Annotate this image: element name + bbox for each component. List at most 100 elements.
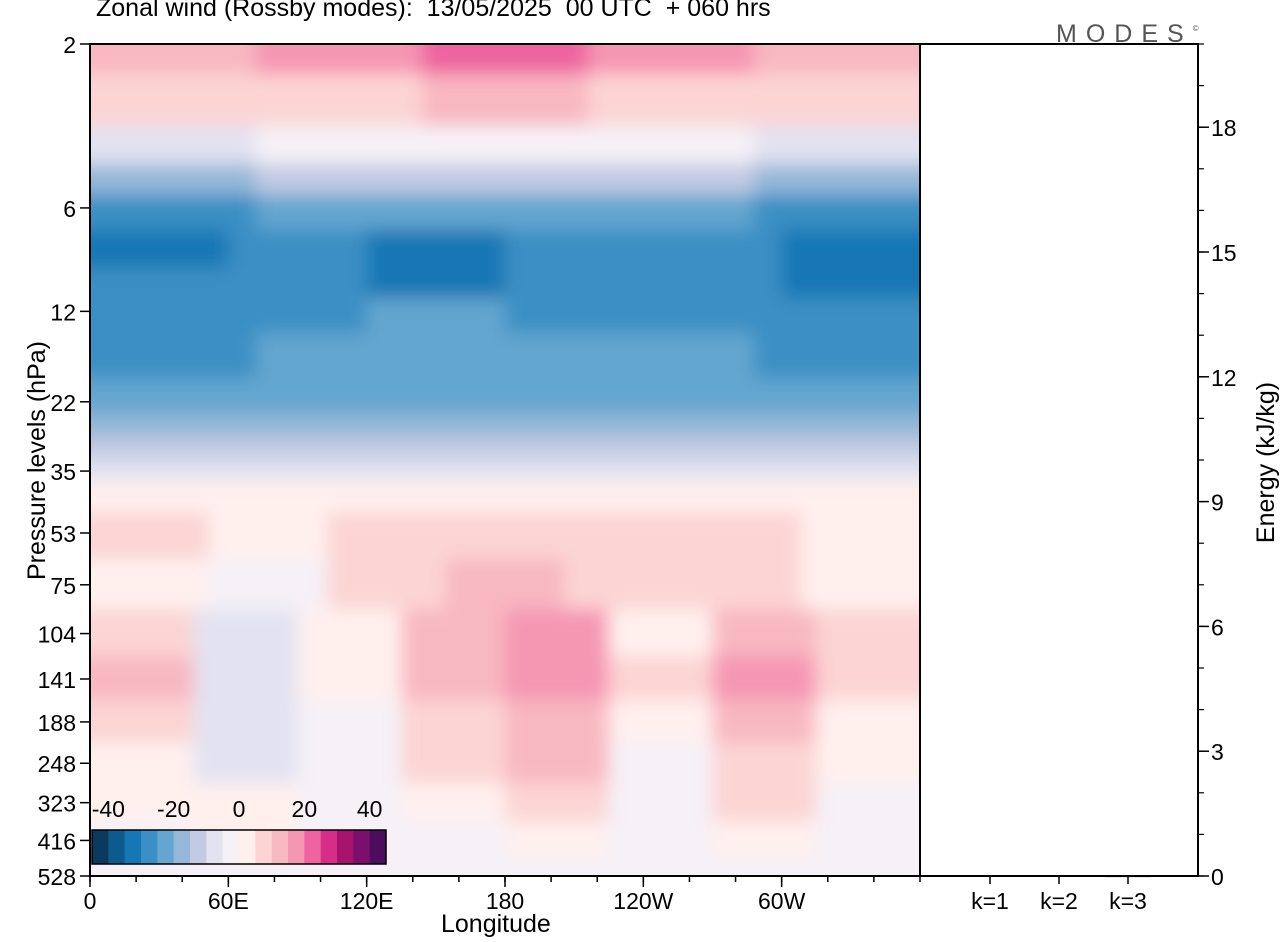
y-tick-label: 2: [63, 32, 76, 58]
logo-mark: ©: [1192, 24, 1199, 33]
x-tick-label: 60E: [208, 888, 249, 914]
heatmap-cell: [366, 297, 506, 334]
colorbar-swatch: [190, 830, 207, 864]
heatmap-cell: [505, 229, 644, 268]
y-tick-label: 53: [50, 521, 76, 547]
heatmap-cell: [256, 414, 423, 438]
heatmap-cell: [505, 700, 610, 744]
colorbar-label: 40: [357, 796, 383, 822]
colorbar-frame: [91, 829, 387, 865]
heatmap-cell: [643, 267, 783, 299]
y-tick-label: 6: [63, 196, 76, 222]
y-tick-label: 323: [38, 791, 76, 817]
heatmap-cell: [256, 378, 423, 415]
heatmap-cell: [90, 511, 210, 560]
longitude-axis: 0 60E 120E 180 120W 60W: [84, 876, 921, 914]
heatmap-cell: [588, 74, 755, 127]
x-tick-label: 60W: [758, 888, 806, 914]
chart-title: Zonal wind (Rossby modes): 13/05/2025 00…: [96, 0, 771, 22]
heatmap-cell: [297, 609, 402, 657]
heatmap-cell: [401, 656, 506, 701]
heatmap-cell: [208, 558, 328, 610]
heatmap-cell: [422, 414, 589, 438]
heatmap-cell: [588, 437, 755, 461]
colorbar-swatch: [353, 830, 370, 864]
heatmap-cell: [401, 609, 506, 657]
y-tick-label: 12: [50, 299, 76, 325]
heatmap-cell: [588, 125, 755, 165]
modes-logo: MODES©: [1056, 20, 1199, 49]
heatmap-cell: [781, 229, 920, 268]
heatmap-cell: [193, 782, 298, 823]
category-label: k=3: [1109, 888, 1147, 914]
colorbar-label: 0: [233, 796, 246, 822]
heatmap-cell: [366, 229, 506, 268]
heatmap-cell: [588, 481, 755, 513]
colorbar-label: -40: [92, 796, 125, 822]
heatmap-cell: [712, 700, 817, 744]
heatmap-cell: [256, 481, 423, 513]
heatmap-cell: [754, 74, 920, 127]
heatmap-cell: [90, 194, 257, 230]
heatmap-cell: [90, 437, 257, 461]
colorbar-swatch: [239, 830, 256, 864]
heatmap-cell: [90, 609, 195, 657]
energy-tick-label: 12: [1211, 365, 1237, 391]
heatmap-cell: [608, 656, 713, 701]
heatmap-field: [90, 44, 920, 876]
category-label: k=1: [971, 888, 1009, 914]
heatmap-cell: [588, 332, 755, 379]
energy-bar: [967, 875, 1013, 877]
heatmap-cell: [505, 609, 610, 657]
x-tick-label: 120W: [613, 888, 673, 914]
energy-tick-label: 15: [1211, 240, 1237, 266]
heatmap-cell: [297, 700, 402, 744]
heatmap-cell: [781, 297, 920, 334]
heatmap-cell: [801, 558, 920, 610]
heatmap-cell: [643, 297, 783, 334]
y-tick-label: 188: [38, 710, 76, 736]
logo-text: MODES: [1056, 20, 1193, 48]
heatmap-cell: [608, 821, 713, 859]
heatmap-cell: [228, 267, 368, 299]
heatmap-cell: [422, 378, 589, 415]
heatmap-cell: [712, 742, 817, 784]
heatmap-cell: [297, 742, 402, 784]
heatmap-cell: [816, 742, 920, 784]
heatmap-cell: [588, 414, 755, 438]
heatmap-cell: [754, 125, 920, 165]
heatmap-cell: [422, 437, 589, 461]
heatmap-cell: [193, 742, 298, 784]
heatmap-cell: [754, 44, 920, 75]
energy-tick-label: 9: [1211, 490, 1224, 516]
heatmap-cell: [208, 511, 328, 560]
pressure-axis: 2 6 12 22 35 53 75 104 141 188 248 323 416 528: [38, 32, 90, 890]
heatmap-cell: [754, 332, 920, 379]
heatmap-cell: [608, 609, 713, 657]
heatmap-cell: [564, 511, 684, 560]
heatmap-cell: [90, 297, 229, 334]
heatmap-cell: [754, 194, 920, 230]
heatmap-cell: [712, 821, 817, 859]
heatmap-cell: [505, 742, 610, 784]
heatmap-cell: [712, 609, 817, 657]
y-tick-label: 416: [38, 828, 76, 854]
heatmap-cell: [90, 164, 257, 195]
colorbar-label: -20: [157, 796, 190, 822]
heatmap-cell: [682, 511, 802, 560]
x-tick-label: 0: [84, 888, 97, 914]
y-tick-label: 22: [50, 390, 76, 416]
heatmap-cell: [505, 821, 610, 859]
energy-tick-label: 18: [1211, 115, 1237, 141]
heatmap-cell: [801, 511, 920, 560]
heatmap-cell: [445, 511, 565, 560]
heatmap-cell: [754, 437, 920, 461]
heatmap-cell: [327, 558, 447, 610]
colorbar-swatch: [304, 830, 321, 864]
heatmap-cell: [608, 858, 713, 876]
colorbar: -40 -20 0 20 40: [91, 796, 387, 865]
heatmap-cell: [401, 700, 506, 744]
heatmap-cell: [90, 481, 257, 513]
colorbar-swatch: [108, 830, 125, 864]
